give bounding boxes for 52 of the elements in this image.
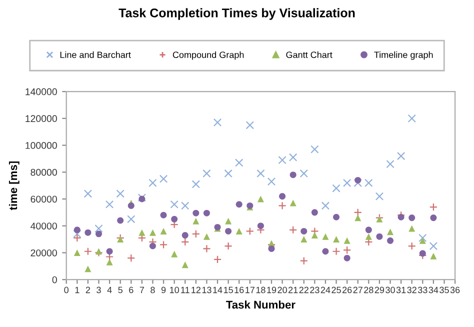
x-tick-label: 36 bbox=[450, 286, 460, 294]
x-tick-label: 20 bbox=[278, 286, 287, 294]
y-tick-label: 120000 bbox=[26, 115, 57, 122]
x-tick-label: 31 bbox=[396, 286, 406, 294]
x-tick-label: 9 bbox=[161, 286, 166, 294]
y-tick-label: 80000 bbox=[30, 168, 57, 176]
x-tick-label: 21 bbox=[288, 286, 298, 294]
x-tick-label: 4 bbox=[107, 286, 112, 294]
x-tick-label: 2 bbox=[86, 286, 90, 294]
y-tick-label: 20000 bbox=[30, 249, 57, 256]
x-tick-label: 30 bbox=[386, 286, 395, 294]
x-tick-label: 8 bbox=[150, 286, 155, 294]
x-tick-label: 34 bbox=[428, 286, 438, 294]
x-tick-label: 24 bbox=[320, 286, 330, 294]
x-tick-label: 7 bbox=[140, 286, 144, 294]
x-tick-label: 32 bbox=[407, 286, 416, 294]
x-tick-label: 11 bbox=[181, 286, 190, 294]
x-tick-label: 12 bbox=[192, 286, 200, 294]
x-tick-label: 27 bbox=[353, 286, 362, 294]
x-tick-label: 35 bbox=[440, 286, 449, 294]
x-tick-label: 5 bbox=[118, 286, 122, 294]
legend-label: Gantt Chart bbox=[286, 51, 332, 58]
y-tick-label: 60000 bbox=[30, 196, 57, 203]
x-tick-label: 23 bbox=[310, 286, 320, 294]
x-tick-label: 26 bbox=[342, 286, 352, 294]
x-tick-label: 1 bbox=[75, 286, 80, 294]
legend-label: Timeline graph bbox=[374, 51, 433, 60]
x-tick-label: 14 bbox=[213, 286, 222, 294]
x-tick-label: 13 bbox=[202, 286, 212, 294]
x-tick-label: 3 bbox=[96, 286, 101, 294]
x-tick-label: 25 bbox=[332, 286, 341, 294]
x-tick-label: 16 bbox=[234, 286, 244, 294]
x-tick-label: 29 bbox=[374, 286, 384, 294]
x-tick-label: 28 bbox=[364, 286, 374, 294]
x-tick-label: 0 bbox=[64, 286, 69, 294]
x-axis-title: Task Number bbox=[226, 300, 296, 309]
y-tick-label: 0 bbox=[52, 276, 57, 284]
y-axis-title: time [ms] bbox=[8, 162, 20, 210]
x-tick-label: 22 bbox=[299, 286, 308, 294]
y-tick-label: 140000 bbox=[26, 88, 57, 96]
legend-label: Compound Graph bbox=[172, 51, 244, 60]
legend-label: Line and Barchart bbox=[60, 51, 131, 58]
x-tick-label: 18 bbox=[256, 286, 266, 294]
x-tick-label: 6 bbox=[129, 286, 134, 294]
x-tick-label: 33 bbox=[418, 286, 428, 294]
y-tick-label: 40000 bbox=[30, 222, 57, 230]
x-tick-label: 19 bbox=[267, 286, 276, 294]
y-tick-label: 100000 bbox=[26, 142, 57, 149]
x-tick-label: 15 bbox=[224, 286, 233, 294]
chart-title: Task Completion Times by Visualization bbox=[118, 8, 355, 20]
x-tick-label: 17 bbox=[246, 286, 254, 294]
x-tick-label: 10 bbox=[170, 286, 179, 294]
